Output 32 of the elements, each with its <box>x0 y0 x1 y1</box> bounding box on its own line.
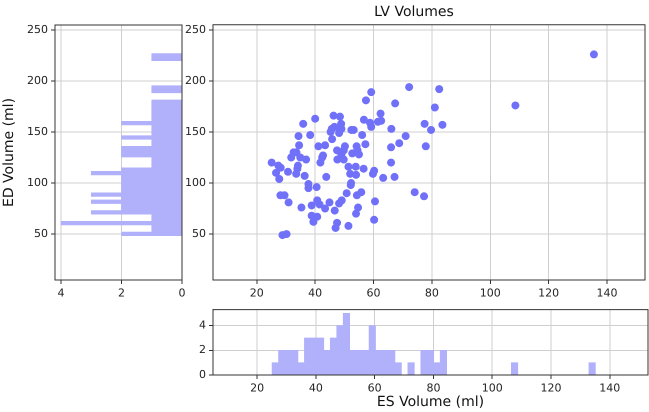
x-tick-label: 120 <box>540 381 562 394</box>
y-tick-label: 250 <box>185 22 206 36</box>
x-tick-label: 2 <box>118 286 126 300</box>
x-tick-label: 120 <box>538 286 560 300</box>
x-tick-label: 20 <box>250 286 264 300</box>
y-tick-label: 4 <box>199 318 206 332</box>
y-tick-label: 150 <box>185 124 206 138</box>
x-tick-label: 60 <box>368 381 382 394</box>
y-axis-title: ED Volume (ml) <box>1 98 18 208</box>
x-tick-label: 100 <box>482 381 503 394</box>
x-tick-label: 140 <box>599 381 620 394</box>
x-tick-label: 80 <box>426 381 440 394</box>
y-tick-label: 200 <box>185 74 206 87</box>
y-tick-label: 250 <box>27 22 48 36</box>
y-tick-label: 150 <box>27 124 48 138</box>
x-tick-label: 40 <box>308 381 323 394</box>
x-tick-label: 80 <box>424 286 439 300</box>
x-tick-label: 60 <box>366 286 381 300</box>
y-tick-label: 50 <box>34 226 48 240</box>
x-tick-label: 20 <box>250 381 264 394</box>
y-tick-label: 0 <box>199 368 206 381</box>
x-tick-label: 4 <box>58 286 65 300</box>
y-tick-label: 100 <box>27 176 48 189</box>
x-tick-label: 140 <box>596 286 618 300</box>
chart-title: LV Volumes <box>374 4 454 20</box>
y-tick-label: 200 <box>27 74 48 87</box>
x-axis-title: ES Volume (ml) <box>376 394 484 410</box>
y-tick-label: 100 <box>185 176 206 189</box>
x-tick-label: 100 <box>480 286 501 300</box>
y-tick-label: 50 <box>192 226 206 240</box>
y-tick-label: 2 <box>199 343 206 356</box>
x-tick-label: 40 <box>308 286 322 300</box>
